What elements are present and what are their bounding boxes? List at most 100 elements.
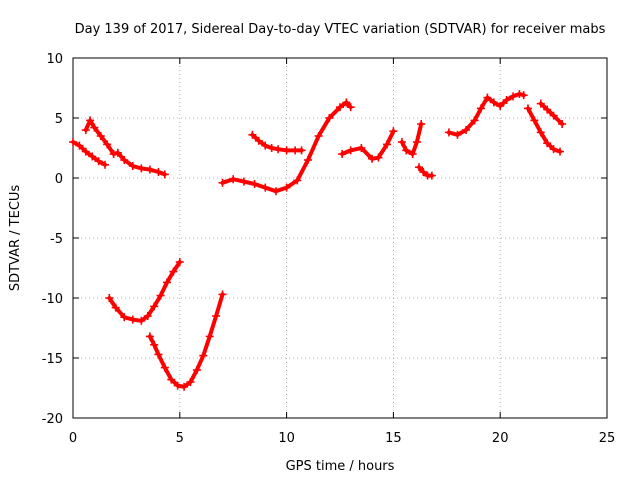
- data-point: [248, 130, 257, 139]
- data-point: [342, 98, 351, 107]
- data-point: [519, 91, 528, 100]
- data-point: [558, 120, 567, 128]
- x-tick-label: 20: [492, 431, 509, 446]
- data-point: [293, 176, 302, 185]
- chart-title: Day 139 of 2017, Sidereal Day-to-day VTE…: [75, 22, 606, 37]
- data-point: [483, 93, 492, 102]
- data-point: [261, 183, 270, 192]
- data-point: [470, 116, 479, 125]
- data-point: [145, 332, 154, 341]
- x-tick-label: 5: [176, 431, 184, 446]
- data-point: [427, 171, 436, 180]
- data-point: [162, 278, 171, 287]
- data-point: [229, 175, 238, 184]
- series-line: [83, 118, 167, 177]
- data-point: [297, 146, 306, 155]
- data-point: [128, 162, 137, 170]
- data-point: [408, 150, 417, 158]
- data-point: [154, 168, 163, 176]
- series-line: [147, 292, 225, 389]
- data-point: [509, 92, 518, 101]
- y-axis-label: SDTVAR / TECUs: [8, 185, 23, 292]
- data-point: [515, 90, 524, 98]
- data-point: [137, 316, 146, 325]
- data-point: [88, 152, 97, 161]
- data-point: [368, 154, 377, 163]
- data-point: [111, 303, 120, 312]
- data-point: [150, 302, 159, 311]
- data-point: [314, 132, 323, 140]
- data-point: [212, 312, 221, 320]
- series-arc-1: [69, 138, 110, 169]
- x-tick-label: 10: [278, 431, 295, 446]
- data-point: [412, 138, 421, 146]
- data-point: [109, 150, 118, 158]
- data-point: [218, 290, 227, 299]
- x-axis-label: GPS time / hours: [286, 459, 395, 474]
- y-tick-label: 10: [46, 52, 63, 67]
- y-tick-label: -20: [42, 412, 63, 427]
- data-point: [389, 127, 398, 136]
- data-point: [160, 170, 169, 179]
- series-arc-7: [338, 127, 398, 163]
- series-arc-12: [536, 99, 567, 128]
- data-point: [346, 103, 355, 112]
- data-point: [150, 340, 159, 349]
- y-tick-label: -5: [50, 232, 63, 247]
- data-point: [462, 126, 471, 134]
- data-point: [489, 98, 498, 107]
- data-point: [143, 312, 152, 320]
- data-point: [556, 147, 565, 156]
- data-point: [239, 177, 248, 186]
- data-point: [549, 111, 558, 120]
- data-point: [167, 375, 176, 384]
- data-point: [325, 114, 334, 122]
- data-point: [175, 258, 184, 266]
- x-tick-label: 15: [385, 431, 402, 446]
- y-tick-label: 5: [55, 112, 63, 127]
- series-arc-11: [523, 104, 565, 156]
- series-arc-8: [397, 120, 426, 158]
- data-point: [169, 267, 178, 276]
- data-point: [543, 139, 552, 148]
- data-point: [105, 294, 114, 302]
- data-point: [90, 123, 99, 132]
- series-line: [399, 122, 424, 156]
- data-point: [303, 156, 312, 164]
- x-tick-label: 25: [599, 431, 616, 446]
- data-point: [496, 102, 505, 110]
- data-point: [86, 116, 95, 125]
- data-point: [543, 105, 552, 114]
- data-point: [69, 138, 77, 146]
- data-point: [154, 350, 163, 359]
- axis-ticks: 0 5 10 15 20 25 -20 -15 -10 -5 0 5 10: [42, 52, 616, 446]
- y-tick-label: -15: [42, 352, 63, 367]
- data-point: [145, 165, 154, 174]
- data-point: [199, 351, 208, 360]
- series-arc-3: [105, 258, 184, 325]
- data-point: [101, 160, 110, 169]
- data-point: [549, 145, 558, 154]
- data-point: [502, 96, 511, 104]
- data-point: [250, 180, 259, 188]
- series-arc-4: [145, 290, 227, 391]
- data-point: [274, 145, 283, 154]
- data-point: [267, 144, 276, 152]
- data-point: [397, 138, 406, 146]
- data-point: [128, 315, 137, 324]
- data-point: [120, 156, 129, 164]
- data-point: [530, 116, 539, 125]
- data-point: [415, 163, 424, 172]
- data-point: [523, 104, 532, 113]
- data-point: [218, 178, 227, 187]
- y-tick-label: -10: [42, 292, 63, 307]
- series-arc-10: [444, 90, 528, 139]
- data-point: [536, 128, 545, 137]
- data-point: [173, 381, 182, 390]
- series-line: [250, 132, 304, 153]
- data-point: [160, 363, 169, 372]
- data-point: [186, 378, 195, 386]
- series-line: [107, 260, 182, 323]
- data-point: [417, 120, 426, 128]
